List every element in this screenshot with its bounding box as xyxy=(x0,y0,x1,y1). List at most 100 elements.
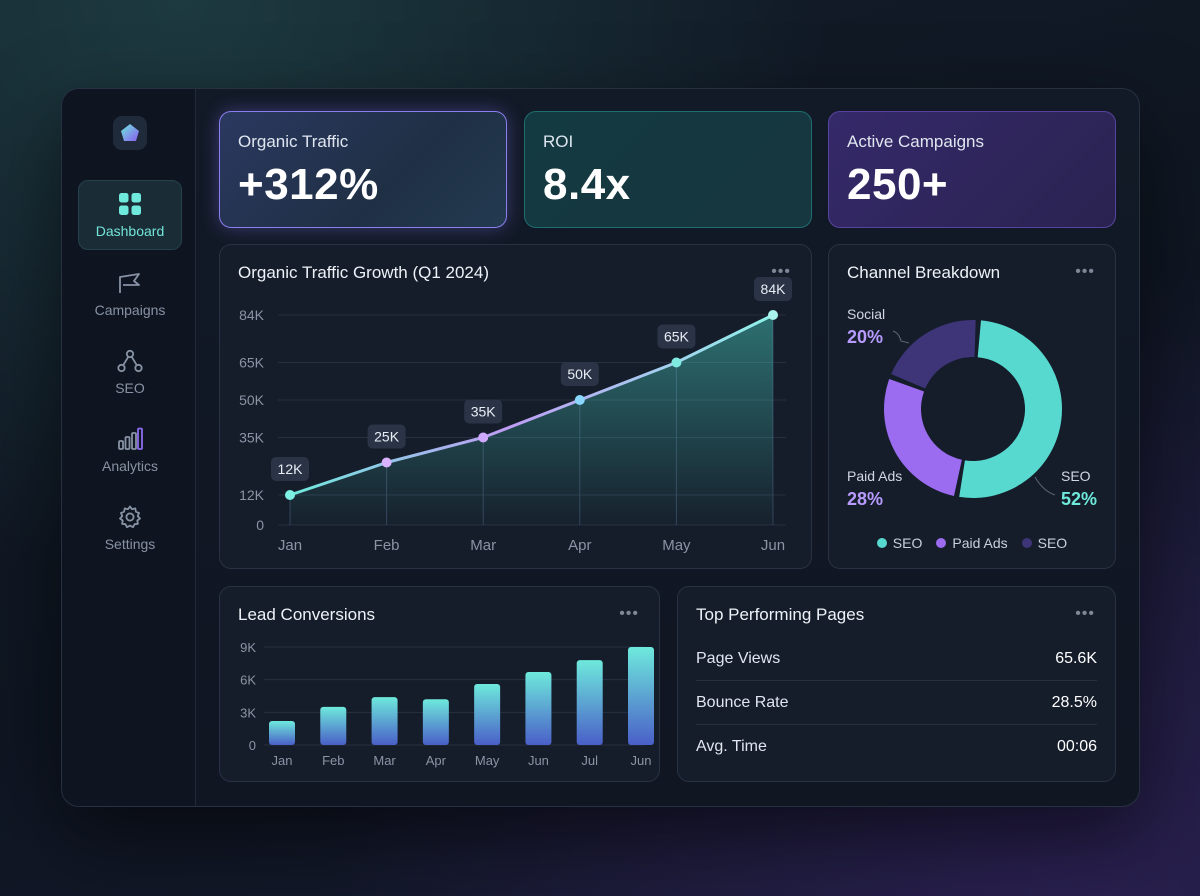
more-menu-icon[interactable]: ••• xyxy=(771,263,791,280)
data-point xyxy=(381,457,392,468)
bar xyxy=(576,660,603,745)
data-label: 12K xyxy=(278,461,304,477)
x-tick-label: Mar xyxy=(470,537,496,554)
legend-item: Paid Ads xyxy=(936,535,1008,551)
data-label-bg xyxy=(367,424,406,449)
series-line xyxy=(289,313,774,497)
data-label-bg xyxy=(754,277,792,301)
y-tick-label: 84K xyxy=(239,307,265,323)
data-label-bg xyxy=(464,399,503,424)
data-label: 25K xyxy=(374,429,400,445)
legend-item: SEO xyxy=(876,535,922,551)
x-tick-label: Jul xyxy=(581,753,598,768)
y-tick-label: 6K xyxy=(240,673,256,688)
x-tick-label: Mar xyxy=(373,753,396,768)
y-tick-label: 65K xyxy=(239,355,265,371)
kpi-label: Organic Traffic xyxy=(238,132,349,151)
donut-chart: Social 20% Paid Ads 28% SEO 52% xyxy=(847,306,1097,509)
nav-item-campaigns[interactable]: Campaigns xyxy=(78,259,182,329)
y-tick-label: 35K xyxy=(239,430,265,446)
data-point xyxy=(768,310,778,320)
kpi-card-organic-traffic[interactable]: Organic Traffic +312% xyxy=(219,111,507,228)
y-tick-label: 12K xyxy=(239,487,265,503)
data-point xyxy=(478,432,489,443)
data-point xyxy=(574,395,585,405)
x-tick-label: May xyxy=(662,537,691,554)
x-tick-label: Jun xyxy=(761,537,785,554)
data-label: 50K xyxy=(567,366,593,382)
metric-value: 00:06 xyxy=(1056,738,1097,755)
y-tick-label: 0 xyxy=(256,517,264,533)
x-tick-label: Apr xyxy=(426,753,447,768)
kpi-label: Active Campaigns xyxy=(847,132,985,151)
data-label: 84K xyxy=(761,281,787,297)
legend-label: SEO xyxy=(1037,535,1068,551)
y-tick-label: 9K xyxy=(240,640,256,655)
data-label-bg xyxy=(657,324,696,349)
metric-row: Page Views 65.6K xyxy=(696,637,1097,681)
sidebar: Dashboard Campaigns SEO Analytics Settin xyxy=(62,89,196,806)
slice-name: Paid Ads xyxy=(847,468,902,484)
slice-name: SEO xyxy=(1061,468,1091,484)
data-label: 65K xyxy=(664,329,690,345)
data-label-bg xyxy=(560,362,599,386)
metric-label: Avg. Time xyxy=(696,738,767,755)
x-tick-label: May xyxy=(475,753,500,768)
metric-value: 28.5% xyxy=(1051,693,1097,711)
donut-slice xyxy=(884,378,962,496)
data-point xyxy=(285,490,295,500)
megaphone-icon xyxy=(117,270,143,296)
slice-percent: 28% xyxy=(847,489,883,509)
kpi-card-active-campaigns[interactable]: Active Campaigns 250+ xyxy=(828,111,1116,228)
legend-item: SEO xyxy=(1021,535,1068,551)
top-performing-pages-card: Top Performing Pages ••• Page Views 65.6… xyxy=(677,586,1116,782)
nav-label: Campaigns xyxy=(94,302,166,318)
bar xyxy=(371,697,398,745)
data-point xyxy=(671,357,682,368)
kpi-value: +312% xyxy=(238,160,379,209)
metric-label: Bounce Rate xyxy=(696,693,789,711)
bar xyxy=(269,721,295,745)
y-tick-label: 3K xyxy=(240,705,256,720)
x-tick-label: Jun xyxy=(528,753,549,768)
more-menu-icon[interactable]: ••• xyxy=(1075,263,1095,280)
kpi-card-roi[interactable]: ROI 8.4x xyxy=(524,111,812,228)
card-title: Top Performing Pages xyxy=(696,605,865,624)
nav-item-seo[interactable]: SEO xyxy=(78,337,182,407)
nav-item-dashboard[interactable]: Dashboard xyxy=(78,180,182,250)
metric-value: 65.6K xyxy=(1055,649,1097,667)
data-label-bg xyxy=(271,457,309,481)
metric-label: Page Views xyxy=(696,649,781,667)
nav-item-analytics[interactable]: Analytics xyxy=(78,415,182,485)
x-tick-label: Apr xyxy=(568,537,591,554)
nav-label: Settings xyxy=(104,536,156,552)
nav-label: Dashboard xyxy=(95,223,165,239)
grid-icon xyxy=(117,191,143,217)
y-tick-label: 50K xyxy=(239,392,265,408)
kpi-label: ROI xyxy=(543,132,574,151)
logo-icon[interactable] xyxy=(113,116,147,150)
slice-percent: 52% xyxy=(1061,489,1097,509)
bar xyxy=(474,684,501,745)
slice-percent: 20% xyxy=(847,327,883,347)
network-icon xyxy=(117,348,143,374)
kpi-value: 8.4x xyxy=(543,160,631,209)
bar-chart-icon xyxy=(117,426,143,452)
bar xyxy=(320,706,347,745)
line-chart: 0 12K 35K 50K 65K 84K 12K Jan 25K Feb 35K Mar 50K Apr… xyxy=(239,277,792,554)
x-tick-label: Feb xyxy=(322,753,344,768)
callout-line xyxy=(1034,476,1056,496)
bar xyxy=(628,647,654,745)
chart-title: Organic Traffic Growth (Q1 2024) xyxy=(238,263,490,282)
bar xyxy=(525,672,552,745)
kpi-value: 250+ xyxy=(847,160,949,209)
dashboard-window: Dashboard Campaigns SEO Analytics Settin xyxy=(61,88,1140,807)
more-menu-icon[interactable]: ••• xyxy=(619,605,639,622)
metric-row: Bounce Rate 28.5% xyxy=(696,681,1097,725)
metric-row: Avg. Time 00:06 xyxy=(696,725,1097,769)
channel-breakdown-card: Channel Breakdown ••• Social 20% Paid Ads 2… xyxy=(828,244,1116,569)
nav-item-settings[interactable]: Settings xyxy=(78,493,182,563)
chart-title: Channel Breakdown xyxy=(847,263,1001,282)
more-menu-icon[interactable]: ••• xyxy=(1075,605,1095,622)
chart-title: Lead Conversions xyxy=(238,605,376,624)
